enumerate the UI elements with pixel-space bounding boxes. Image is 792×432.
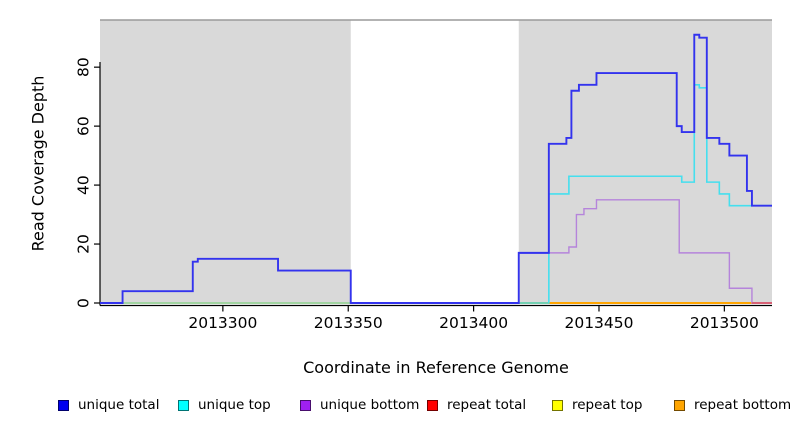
unique-top-swatch-icon [178, 400, 189, 411]
left-gray-region [100, 20, 351, 304]
legend-item-repeat-total: repeat total [427, 398, 526, 413]
legend-label: repeat total [447, 397, 527, 413]
x-tick-label: 2013350 [314, 314, 383, 332]
legend-item-unique-total: unique total [58, 398, 159, 413]
legend-label: unique bottom [320, 397, 420, 413]
series-line-unique-total [100, 33, 772, 304]
y-tick-label: 0 [75, 298, 93, 308]
legend-label: unique top [198, 397, 271, 413]
legend-label: unique total [78, 397, 160, 413]
y-tick-label: 40 [75, 175, 93, 195]
x-tick-label: 2013400 [439, 314, 508, 332]
right-gray-region [518, 20, 772, 304]
repeat-bottom-swatch-icon [674, 400, 685, 411]
legend-item-unique-bottom: unique bottom [300, 398, 419, 413]
y-tick-label: 60 [75, 116, 93, 136]
series-line-unique-bottom [518, 199, 772, 304]
y-tick-label: 80 [75, 57, 93, 77]
repeat-total-swatch-icon [427, 400, 438, 411]
legend-item-repeat-top: repeat top [552, 398, 642, 413]
y-axis-title: Read Coverage Depth [28, 75, 48, 252]
repeat-top-swatch-icon [552, 400, 563, 411]
legend-label: repeat top [572, 397, 643, 413]
legend-item-repeat-bottom: repeat bottom [674, 398, 791, 413]
unique-total-swatch-icon [58, 400, 69, 411]
x-axis-title: Coordinate in Reference Genome [303, 358, 569, 377]
x-tick-label: 2013300 [188, 314, 257, 332]
series-line-unique-top [518, 84, 772, 304]
y-tick-label: 20 [75, 234, 93, 254]
x-tick-label: 2013500 [690, 314, 759, 332]
unique-bottom-swatch-icon [300, 400, 311, 411]
x-tick-label: 2013450 [564, 314, 633, 332]
legend-item-unique-top: unique top [178, 398, 271, 413]
legend-label: repeat bottom [694, 397, 792, 413]
